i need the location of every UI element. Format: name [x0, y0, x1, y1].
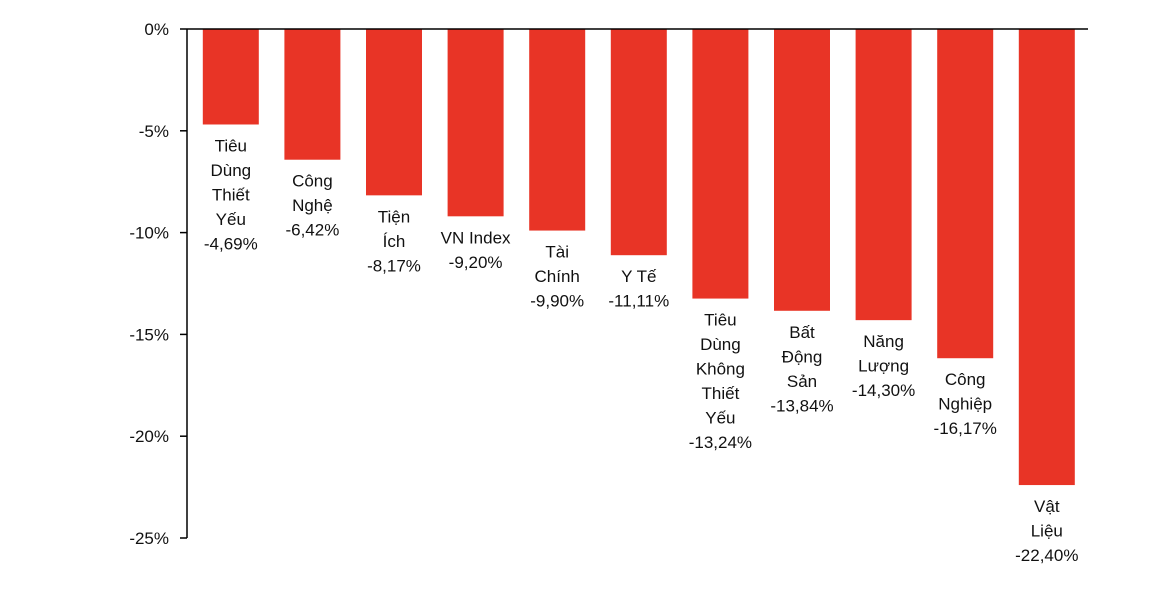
bar	[937, 29, 994, 359]
category-label: Ích	[383, 232, 406, 251]
bar-label: Công Nghiệp -16,17%	[934, 370, 997, 438]
category-label: Thiết	[702, 384, 740, 403]
data-label: -4,69%	[204, 234, 258, 253]
category-label: Bất	[789, 323, 815, 342]
bar	[692, 29, 749, 299]
data-label: -6,42%	[285, 221, 339, 240]
data-label: -13,24%	[689, 433, 752, 452]
bar-label: Tiêu Dùng Không Thiết Yếu -13,24%	[689, 311, 752, 453]
bar-label: Tiện Ích -8,17%	[367, 207, 421, 275]
data-label: -16,17%	[934, 419, 997, 438]
category-label: Chính	[535, 267, 580, 286]
bar	[774, 29, 830, 311]
bar-label: Tài Chính -9,90%	[530, 243, 584, 311]
category-label: Dùng	[700, 335, 741, 354]
category-label: Nghiệp	[938, 395, 992, 414]
y-axis: 0% -5% -10% -15% -20% -25%	[129, 20, 188, 548]
bar-label: Tiêu Dùng Thiết Yếu -4,69%	[204, 136, 258, 253]
category-label: Vật	[1034, 497, 1060, 516]
category-label: Công	[945, 370, 986, 389]
bar	[855, 29, 912, 321]
category-label: VN Index	[441, 228, 511, 247]
category-label: Sản	[787, 372, 817, 391]
category-label: Tài	[545, 243, 569, 262]
bar	[610, 29, 667, 256]
y-tick-label: -10%	[129, 224, 169, 243]
category-label: Liệu	[1031, 522, 1063, 541]
bar-label: Vật Liệu -22,40%	[1015, 497, 1078, 565]
category-label: Nghệ	[292, 196, 333, 215]
category-label: Yếu	[705, 409, 735, 428]
bar-label: Bất Động Sản -13,84%	[770, 323, 833, 416]
bar-label: Công Nghệ -6,42%	[285, 172, 339, 240]
category-label: Không	[696, 360, 745, 379]
data-label: -14,30%	[852, 381, 915, 400]
bar	[202, 29, 259, 125]
y-tick-label: -25%	[129, 529, 169, 548]
category-label: Năng	[863, 332, 904, 351]
y-tick-label: 0%	[144, 20, 169, 39]
category-label: Lượng	[858, 357, 909, 376]
category-label: Tiêu	[704, 311, 736, 330]
category-label: Tiêu	[215, 136, 247, 155]
category-label: Dùng	[210, 161, 251, 180]
category-label: Công	[292, 172, 333, 191]
category-label: Tiện	[378, 207, 410, 226]
y-tick-label: -15%	[129, 325, 169, 344]
y-tick-label: -5%	[139, 122, 169, 141]
data-label: -8,17%	[367, 256, 421, 275]
y-tick-label: -20%	[129, 427, 169, 446]
bar	[447, 29, 504, 217]
data-label: -22,40%	[1015, 546, 1078, 565]
category-label: Y Tế	[621, 267, 657, 286]
bar	[284, 29, 341, 160]
category-label: Thiết	[212, 185, 250, 204]
bar-label: Năng Lượng -14,30%	[852, 332, 915, 400]
bar	[529, 29, 586, 231]
bar-label: VN Index -9,20%	[441, 228, 511, 272]
bars	[202, 29, 1075, 486]
category-label: Yếu	[216, 210, 246, 229]
category-labels: Tiêu Dùng Thiết Yếu -4,69% Công Nghệ -6,42% Tiện…	[204, 136, 1079, 565]
category-label: Động	[782, 347, 823, 366]
bar-label: Y Tế -11,11%	[608, 267, 669, 311]
data-label: -9,20%	[449, 253, 503, 272]
data-label: -9,90%	[530, 292, 584, 311]
data-label: -13,84%	[770, 396, 833, 415]
data-label: -11,11%	[608, 292, 669, 311]
bar	[366, 29, 422, 196]
bar	[1018, 29, 1075, 486]
